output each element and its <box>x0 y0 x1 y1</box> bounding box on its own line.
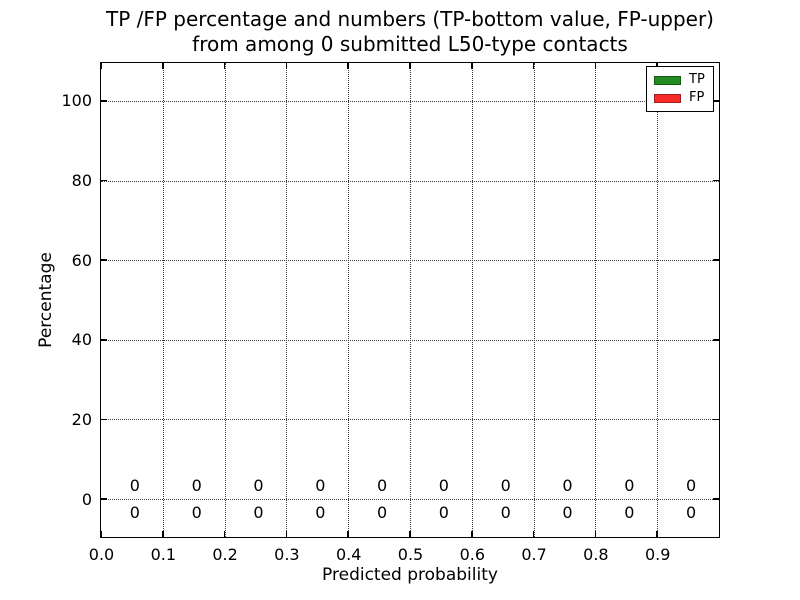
y-tick-mark-right <box>713 100 719 102</box>
y-tick-label: 40 <box>71 330 92 350</box>
y-tick-mark-left <box>101 339 107 341</box>
annotation-fp-value: 0 <box>191 476 202 496</box>
x-tick-label: 0.5 <box>397 545 424 564</box>
x-tick-label: 0.0 <box>88 545 115 564</box>
x-tick-mark-bottom <box>656 531 658 537</box>
x-tick-mark-top <box>162 63 164 69</box>
annotation-fp-value: 0 <box>438 476 449 496</box>
gridline-vertical <box>348 63 350 537</box>
legend: TP FP <box>646 66 714 112</box>
annotation-fp-value: 0 <box>562 476 573 496</box>
x-tick-mark-bottom <box>347 531 349 537</box>
y-tick-mark-left <box>101 418 107 421</box>
annotation-tp-value: 0 <box>315 503 326 523</box>
y-tick-mark-right <box>713 179 719 182</box>
annotation-tp-value: 0 <box>377 503 388 523</box>
chart-title-line1: TP /FP percentage and numbers (TP-bottom… <box>106 7 714 31</box>
x-tick-mark-top <box>285 63 288 69</box>
x-tick-mark-top <box>532 63 535 69</box>
y-tick-mark-right <box>713 498 719 500</box>
legend-label-fp: FP <box>689 90 705 105</box>
y-tick-label: 0 <box>81 489 92 509</box>
y-tick-label: 60 <box>71 250 92 270</box>
y-tick-mark-left <box>101 179 107 182</box>
tp-color-swatch-icon <box>654 75 681 85</box>
x-tick-mark-top <box>223 63 226 69</box>
x-tick-mark-bottom <box>285 531 288 537</box>
y-tick-mark-left <box>101 498 107 500</box>
x-tick-mark-bottom <box>594 531 597 537</box>
gridline-vertical <box>471 63 473 537</box>
y-tick-label: 100 <box>61 91 92 111</box>
x-tick-mark-bottom <box>100 531 102 537</box>
x-tick-label: 0.9 <box>644 545 671 564</box>
x-tick-label: 0.3 <box>274 545 300 564</box>
fp-color-swatch-icon <box>654 93 681 103</box>
annotation-fp-value: 0 <box>129 476 140 496</box>
x-tick-label: 0.7 <box>521 545 547 564</box>
x-tick-label: 0.2 <box>212 545 238 564</box>
x-tick-label: 0.4 <box>335 545 362 564</box>
gridline-vertical <box>533 63 535 537</box>
legend-entry-tp: TP <box>654 73 713 87</box>
x-tick-mark-bottom <box>162 531 164 537</box>
gridline-vertical <box>286 63 288 537</box>
x-tick-mark-bottom <box>471 531 473 537</box>
gridline-vertical <box>657 63 659 537</box>
annotation-tp-value: 0 <box>438 503 449 523</box>
x-tick-mark-top <box>347 63 349 69</box>
annotation-tp-value: 0 <box>500 503 511 523</box>
annotation-fp-value: 0 <box>253 476 264 496</box>
x-tick-mark-bottom <box>409 531 411 537</box>
x-tick-mark-bottom <box>532 531 535 537</box>
x-tick-mark-top <box>471 63 473 69</box>
annotation-tp-value: 0 <box>253 503 264 523</box>
annotation-tp-value: 0 <box>624 503 635 523</box>
x-tick-label: 0.6 <box>459 545 486 564</box>
x-axis-label: Predicted probability <box>322 565 498 585</box>
chart-title: TP /FP percentage and numbers (TP-bottom… <box>100 7 720 57</box>
annotation-fp-value: 0 <box>624 476 635 496</box>
x-tick-mark-top <box>594 63 597 69</box>
y-tick-mark-right <box>713 339 719 341</box>
legend-label-tp: TP <box>689 72 705 87</box>
plot-area: 0 0 0 0 0 0 0 0 0 0 0 0 0 0 0 0 0 0 0 0 <box>100 62 720 538</box>
gridline-vertical <box>410 63 411 537</box>
annotation-tp-value: 0 <box>191 503 202 523</box>
x-tick-label: 0.1 <box>150 545 177 564</box>
annotation-fp-value: 0 <box>377 476 388 496</box>
y-tick-mark-left <box>101 100 107 102</box>
x-tick-mark-top <box>100 63 102 69</box>
x-tick-label: 0.8 <box>583 545 609 564</box>
y-tick-label: 80 <box>71 171 92 190</box>
y-tick-label: 20 <box>71 409 92 429</box>
annotation-tp-value: 0 <box>129 503 140 523</box>
legend-entry-fp: FP <box>654 91 713 105</box>
annotation-fp-value: 0 <box>500 476 511 496</box>
x-tick-mark-top <box>409 63 411 69</box>
y-tick-mark-left <box>101 259 107 261</box>
y-tick-mark-right <box>713 259 719 261</box>
gridline-vertical <box>162 63 164 537</box>
gridline-vertical <box>224 63 226 537</box>
x-tick-mark-bottom <box>223 531 226 537</box>
gridline-vertical <box>595 63 597 537</box>
annotation-fp-value: 0 <box>686 476 697 496</box>
chart-title-line2: from among 0 submitted L50-type contacts <box>192 32 628 56</box>
annotation-tp-value: 0 <box>686 503 697 523</box>
y-tick-mark-right <box>713 418 719 421</box>
annotation-fp-value: 0 <box>315 476 326 496</box>
annotation-tp-value: 0 <box>562 503 573 523</box>
